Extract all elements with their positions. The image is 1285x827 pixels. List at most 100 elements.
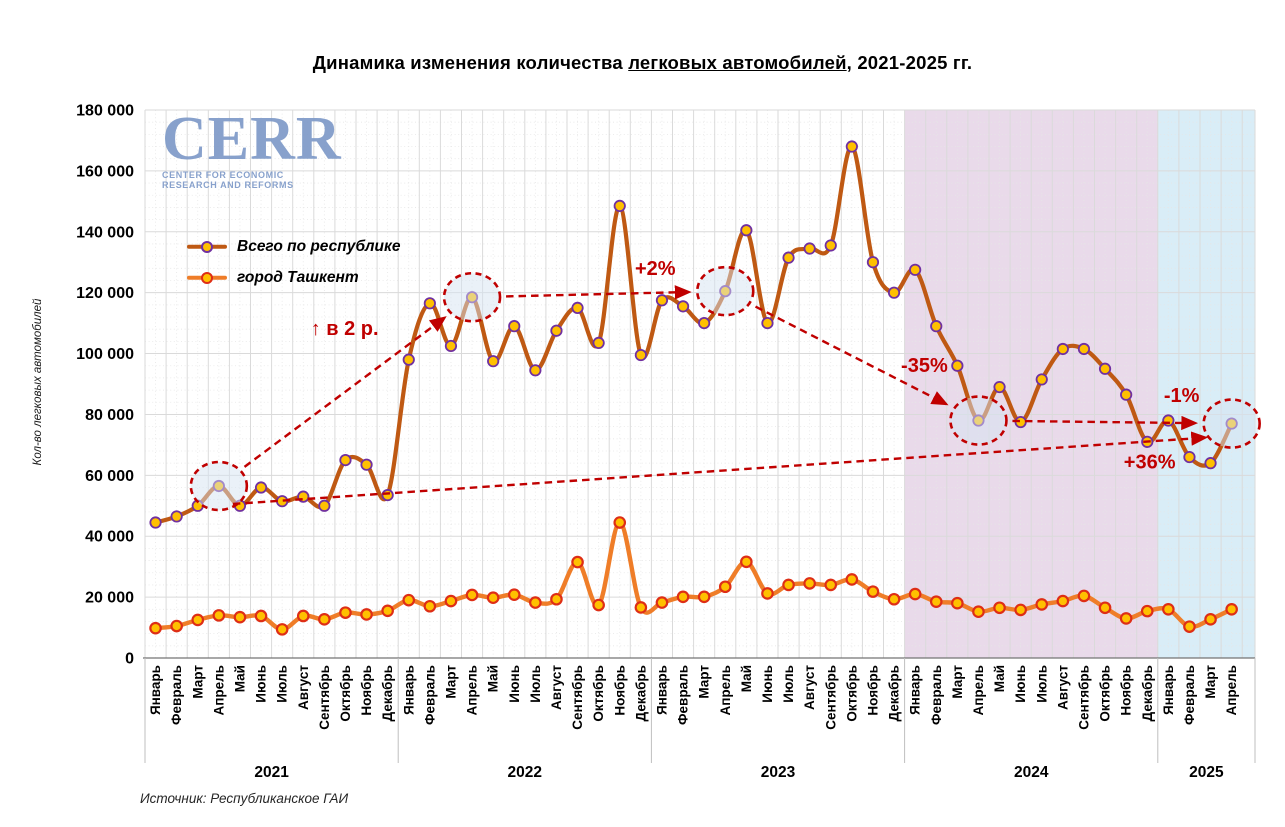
svg-text:Апрель: Апрель [718, 665, 733, 716]
svg-text:Июль: Июль [528, 665, 543, 703]
svg-text:Март: Март [950, 665, 965, 699]
svg-text:Сентябрь: Сентябрь [1076, 665, 1091, 730]
series-markers-total [149, 140, 1238, 529]
svg-text:140 000: 140 000 [76, 224, 134, 241]
svg-text:Август: Август [296, 665, 311, 710]
svg-text:60 000: 60 000 [85, 468, 134, 485]
annotation-arrow-4 [232, 431, 1209, 506]
highlight-circle-month-51 [1202, 398, 1261, 449]
y-axis-labels: 0 20 000 40 000 60 000 80 000 100 000 120 000 1… [76, 103, 134, 668]
svg-text:Июнь: Июнь [1013, 665, 1028, 703]
cerr-logo-subtitle-2: RESEARCH AND REFORMS [162, 180, 294, 191]
cerr-logo-subtitle-1: CENTER FOR ECONOMIC [162, 169, 284, 180]
cerr-logo: CERR CENTER FOR ECONOMIC RESEARCH AND RE… [162, 105, 342, 191]
chart-title-prefix: Динамика изменения количества [312, 52, 629, 73]
svg-text:Сентябрь: Сентябрь [317, 665, 332, 730]
svg-text:Октябрь: Октябрь [844, 665, 859, 722]
svg-text:Июль: Июль [1034, 665, 1049, 703]
svg-text:Декабрь: Декабрь [633, 665, 648, 721]
svg-text:Август: Август [1055, 665, 1070, 710]
legend-label-tashkent: город Ташкент [237, 268, 359, 286]
svg-text:100 000: 100 000 [76, 346, 134, 363]
svg-text:2021: 2021 [254, 764, 289, 781]
svg-text:Июнь: Июнь [254, 665, 269, 703]
svg-text:0: 0 [125, 651, 134, 668]
svg-text:Январь: Январь [908, 665, 923, 715]
annotation-arrow-0 [243, 316, 447, 468]
legend-marker-tashkent-icon [187, 271, 227, 284]
annotation-label-4: +36% [1124, 452, 1176, 474]
svg-text:Август: Август [802, 665, 817, 710]
svg-text:Ноябрь: Ноябрь [612, 665, 627, 716]
source-note: Источник: Республиканское ГАИ [140, 791, 349, 806]
svg-text:Февраль: Февраль [929, 665, 944, 725]
svg-text:Апрель: Апрель [971, 665, 986, 716]
svg-text:Август: Август [549, 665, 564, 710]
svg-text:Июль: Июль [275, 665, 290, 703]
highlight-circle-month-27 [695, 265, 755, 317]
annotation-label-1: +2% [635, 258, 676, 280]
svg-text:2024: 2024 [1014, 764, 1049, 781]
annotation-label-0: ↑ в 2 р. [311, 318, 379, 340]
svg-text:Январь: Январь [654, 665, 669, 715]
svg-text:160 000: 160 000 [76, 163, 134, 180]
svg-text:Октябрь: Октябрь [338, 665, 353, 722]
x-axis-labels: Январь Февраль Март Апрель Май Июнь Июль Август… [148, 665, 1239, 730]
svg-text:Июнь: Июнь [760, 665, 775, 703]
svg-text:Июнь: Июнь [507, 665, 522, 703]
svg-text:Апрель: Апрель [211, 665, 226, 716]
cerr-logo-text: CERR [162, 105, 342, 173]
region-2025 [1157, 110, 1255, 658]
legend: Всего по республике город Ташкент [187, 231, 401, 293]
svg-text:Апрель: Апрель [1224, 665, 1239, 716]
highlight-circle-month-3 [189, 460, 249, 512]
svg-text:Февраль: Февраль [676, 665, 691, 725]
annotation-label-2: -35% [901, 355, 948, 377]
svg-text:Сентябрь: Сентябрь [823, 665, 838, 730]
highlight-circle-month-15 [442, 271, 502, 323]
svg-text:Март: Март [697, 665, 712, 699]
svg-text:Ноябрь: Ноябрь [359, 665, 374, 716]
legend-marker-total-icon [187, 240, 227, 253]
svg-text:Ноябрь: Ноябрь [1119, 665, 1134, 716]
svg-text:Ноябрь: Ноябрь [865, 665, 880, 716]
svg-text:Январь: Январь [1161, 665, 1176, 715]
svg-text:Январь: Январь [148, 665, 163, 715]
svg-text:120 000: 120 000 [76, 285, 134, 302]
svg-text:Март: Март [190, 665, 205, 699]
svg-text:80 000: 80 000 [85, 407, 134, 424]
svg-text:Сентябрь: Сентябрь [570, 665, 585, 730]
svg-text:Февраль: Февраль [1182, 665, 1197, 725]
svg-text:Октябрь: Октябрь [1098, 665, 1113, 722]
svg-text:Апрель: Апрель [465, 665, 480, 716]
highlight-circle-month-39 [949, 395, 1008, 446]
year-labels: 2021 2022 2023 2024 2025 [144, 658, 1256, 781]
svg-text:Февраль: Февраль [422, 665, 437, 725]
series-markers-tashkent [149, 516, 1238, 636]
svg-text:2022: 2022 [508, 764, 542, 781]
svg-text:Декабрь: Декабрь [1140, 665, 1155, 721]
svg-text:180 000: 180 000 [76, 103, 134, 120]
annotation-label-3: -1% [1164, 385, 1200, 407]
annotation-arrow-1 [506, 285, 692, 300]
legend-item-tashkent: город Ташкент [187, 262, 401, 293]
annotation-arrow-3 [1012, 415, 1199, 431]
svg-text:Май: Май [992, 665, 1007, 692]
svg-text:Май: Май [739, 665, 754, 692]
annotation-arrow-2 [754, 305, 949, 406]
svg-text:Декабрь: Декабрь [887, 665, 902, 721]
svg-text:2025: 2025 [1189, 764, 1224, 781]
legend-label-total: Всего по республике [237, 237, 401, 255]
svg-text:Октябрь: Октябрь [591, 665, 606, 722]
chart-title-suffix: , 2021-2025 гг. [846, 52, 973, 73]
svg-text:20 000: 20 000 [85, 590, 134, 607]
chart-title-underlined: легковых автомобилей [628, 52, 847, 73]
svg-text:Май: Май [486, 665, 501, 692]
svg-text:Февраль: Февраль [169, 665, 184, 725]
svg-text:Март: Март [443, 665, 458, 699]
legend-item-total: Всего по республике [187, 231, 401, 262]
svg-text:Декабрь: Декабрь [380, 665, 395, 721]
chart-title: Динамика изменения количества легковых а… [0, 52, 1285, 74]
